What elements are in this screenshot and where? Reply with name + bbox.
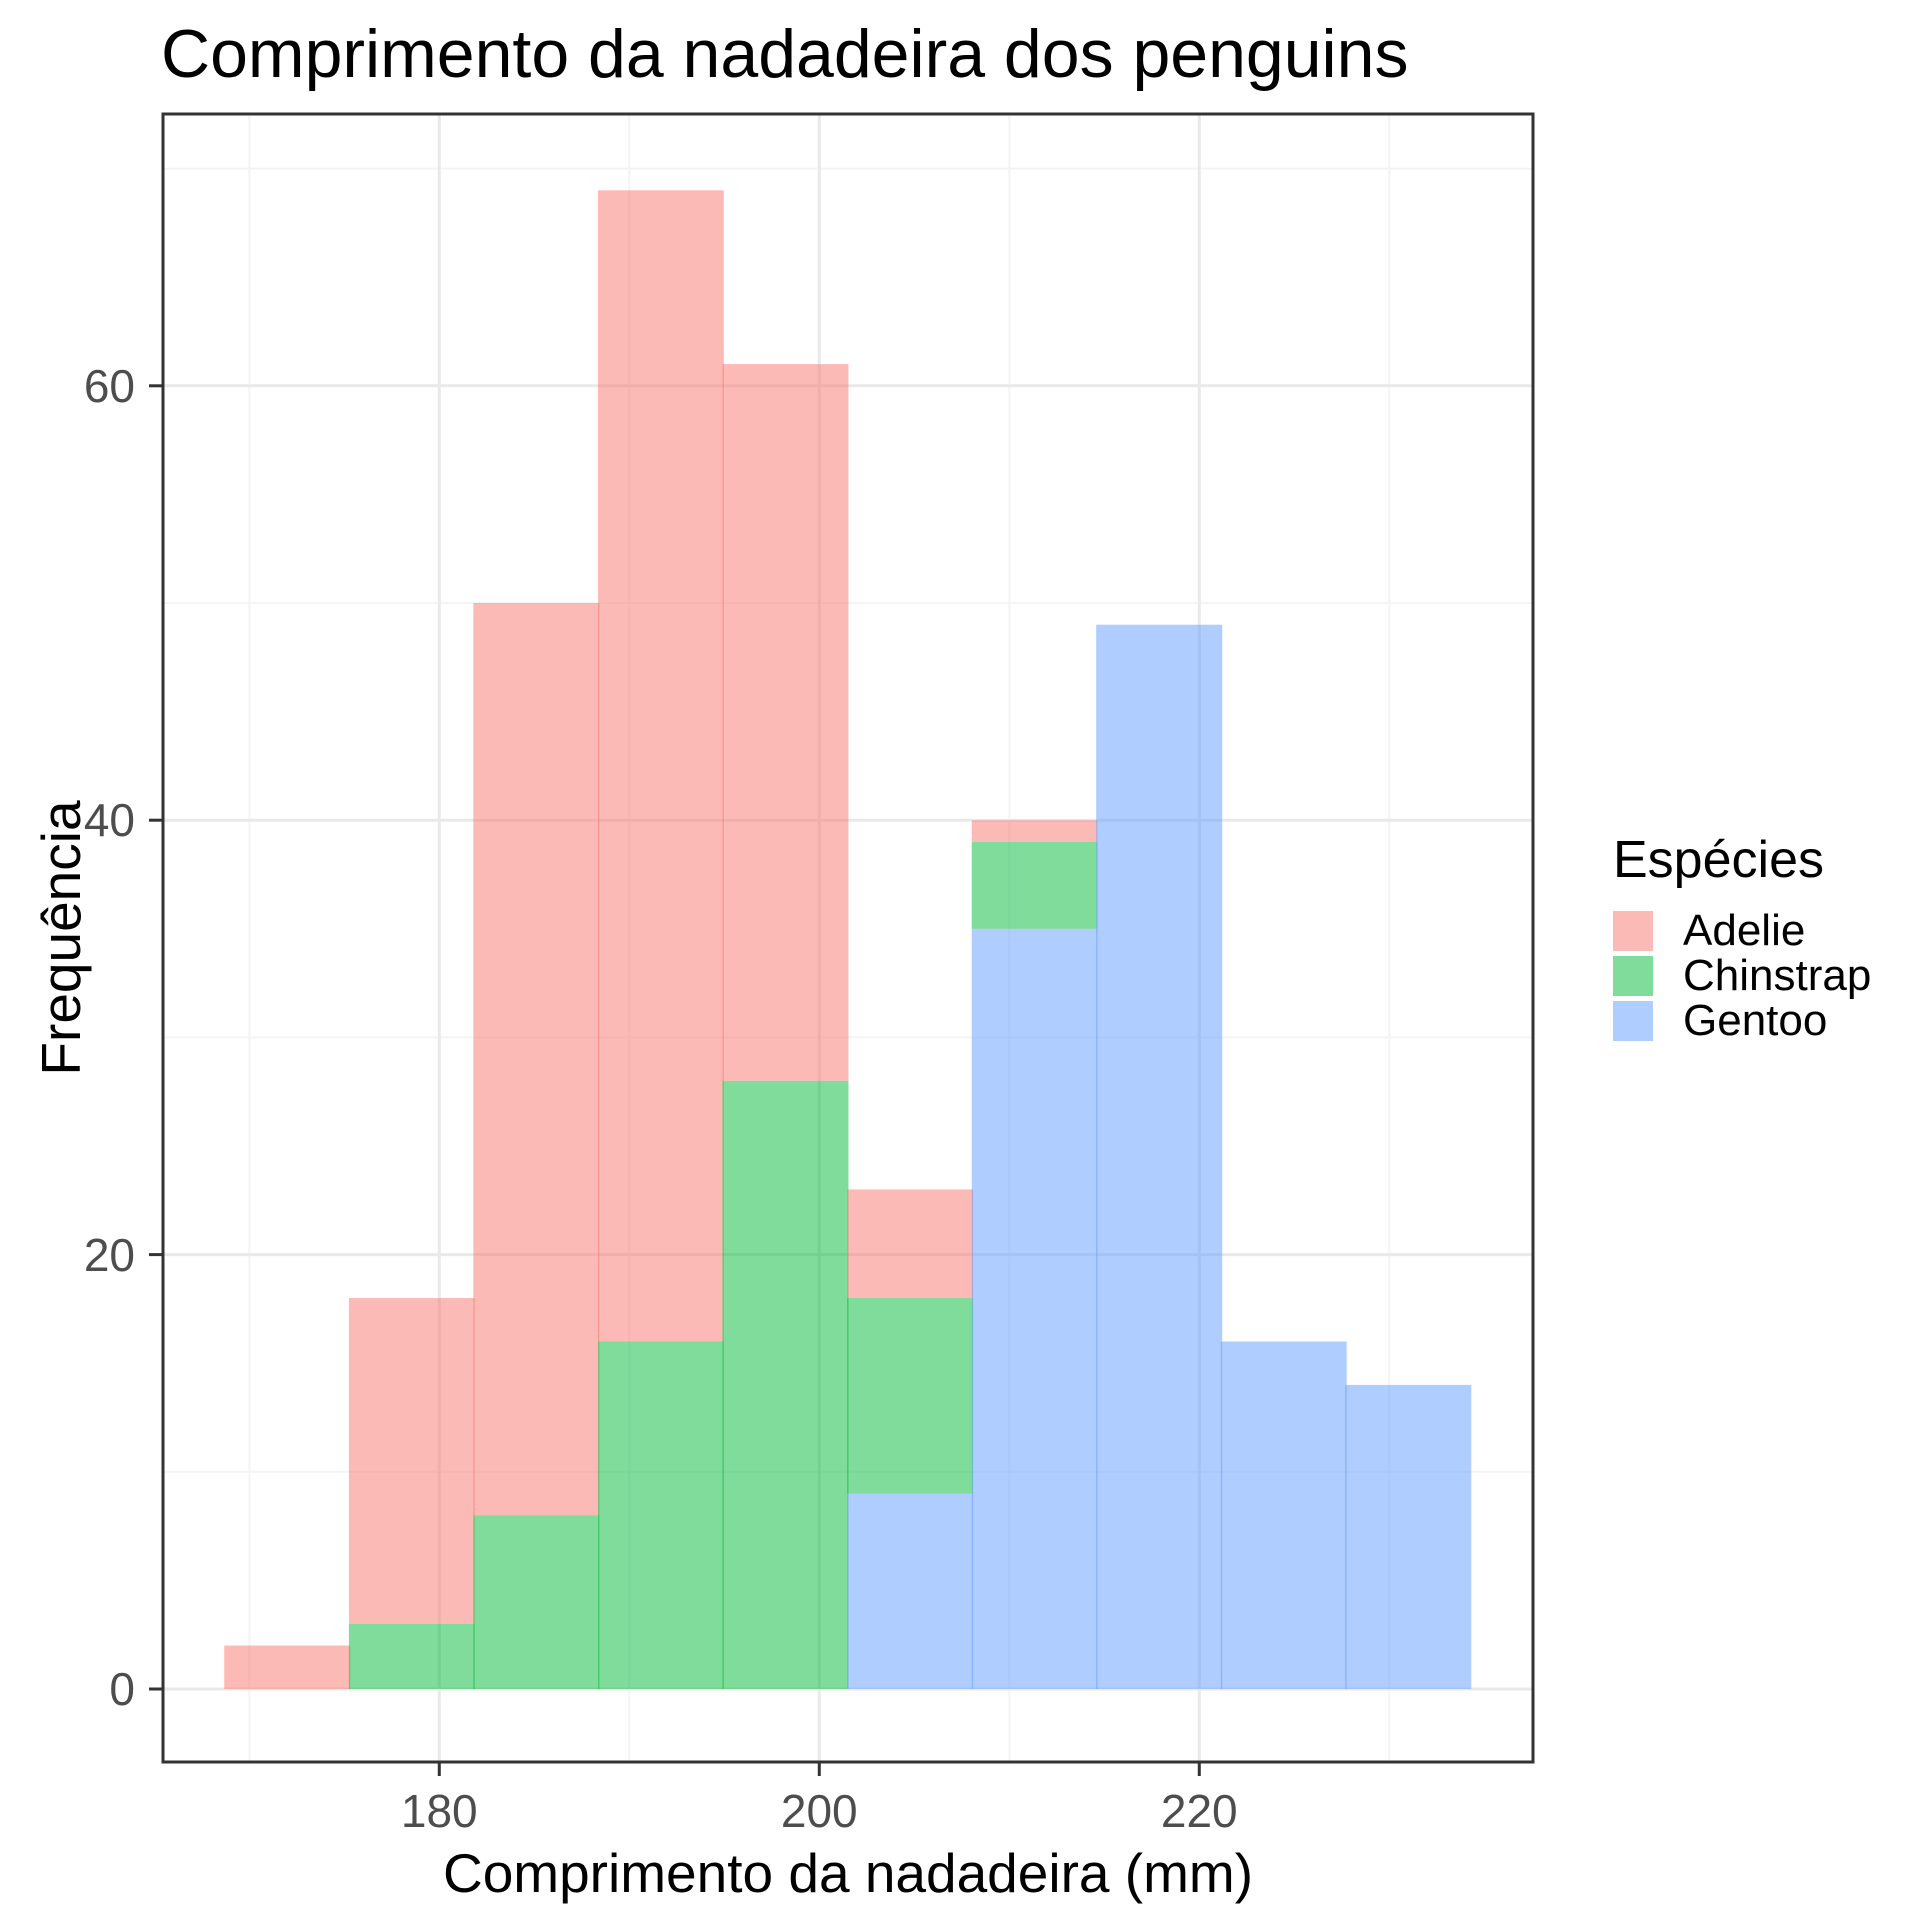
bar-chinstrap-bin7 [971, 841, 1098, 929]
legend-label-adelie: Adelie [1683, 905, 1806, 955]
y-tick-label-20: 20 [83, 1228, 135, 1281]
legend-title: Espécies [1613, 831, 1824, 889]
legend-swatch-adelie [1613, 910, 1653, 951]
chart-title: Comprimento da nadadeira dos penguins [161, 16, 1409, 92]
legend-items: Adelie Chinstrap Gentoo [1613, 905, 1872, 1045]
x-tick-label-220: 220 [1160, 1785, 1238, 1837]
x-axis-title: Comprimento da nadadeira (mm) [442, 1842, 1254, 1904]
legend-label-chinstrap: Chinstrap [1683, 950, 1872, 1000]
panel-border [161, 112, 1535, 1764]
bar-chinstrap-bin4 [597, 1341, 724, 1689]
legend: Espécies Adelie Chinstrap Gentoo [1613, 830, 1872, 1045]
bar-adelie-bin5 [722, 364, 849, 1081]
bar-gentoo-bin6 [847, 1493, 974, 1689]
bar-chinstrap-bin3 [473, 1515, 600, 1689]
legend-item-chinstrap: Chinstrap [1613, 950, 1872, 1000]
bar-chinstrap-bin2 [348, 1623, 475, 1689]
y-tick-label-0: 0 [109, 1663, 135, 1715]
legend-label-gentoo: Gentoo [1683, 995, 1828, 1045]
bar-adelie-bin4 [597, 190, 724, 1342]
bar-chinstrap-bin5 [722, 1080, 849, 1689]
bar-gentoo-bin10 [1345, 1384, 1472, 1689]
bar-gentoo-bin9 [1220, 1341, 1347, 1689]
bar-adelie-bin6 [847, 1189, 974, 1299]
bar-adelie-bin1 [224, 1645, 351, 1689]
legend-swatch-gentoo [1613, 1000, 1653, 1041]
legend-swatch-chinstrap [1613, 955, 1653, 996]
bar-gentoo-bin7 [971, 928, 1098, 1689]
bar-adelie-bin7 [971, 820, 1098, 842]
bar-gentoo-bin8 [1096, 624, 1223, 1689]
legend-item-adelie: Adelie [1613, 905, 1871, 955]
bar-adelie-bin3 [473, 603, 600, 1516]
y-axis-title: Frequência [30, 800, 92, 1076]
bar-adelie-bin2 [348, 1298, 475, 1624]
bar-chinstrap-bin6 [847, 1298, 974, 1494]
y-tick-label-40: 40 [83, 794, 135, 847]
x-tick-label-180: 180 [400, 1785, 478, 1837]
y-tick-label-60: 60 [83, 359, 135, 412]
x-tick-label-200: 200 [780, 1785, 858, 1837]
legend-item-gentoo: Gentoo [1613, 995, 1871, 1045]
